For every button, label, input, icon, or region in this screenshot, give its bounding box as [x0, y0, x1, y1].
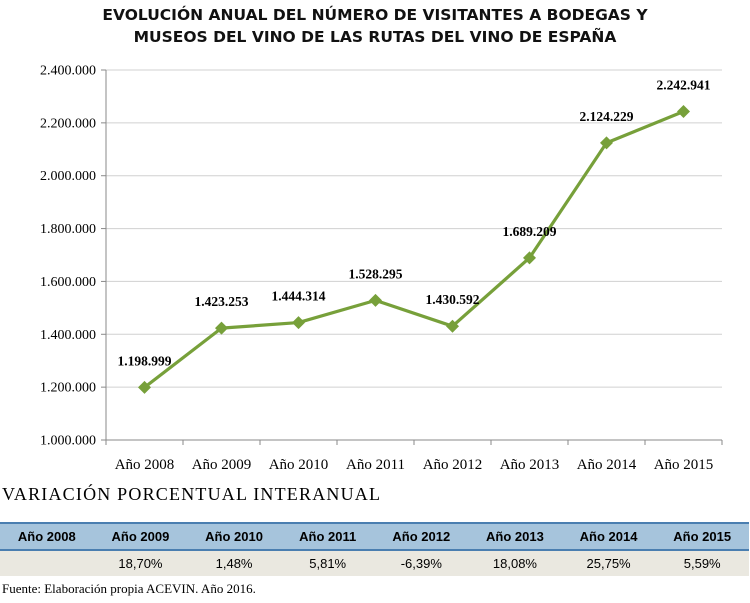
data-point [523, 251, 536, 265]
y-tick-label: 1.600.000 [40, 275, 96, 290]
variation-header-cell: Año 2014 [561, 522, 656, 551]
data-label: 1.198.999 [118, 353, 172, 368]
chart-title-line-1: EVOLUCIÓN ANUAL DEL NÚMERO DE VISITANTES… [102, 6, 648, 24]
x-tick-label: Año 2015 [654, 457, 714, 473]
data-point [677, 105, 690, 119]
variation-title: VARIACIÓN PORCENTUAL INTERANUAL [2, 484, 382, 504]
y-tick-label: 1.200.000 [40, 381, 96, 396]
data-point [215, 321, 228, 335]
data-label: 1.423.253 [195, 294, 249, 309]
variation-table: Año 2008 Año 2009 Año 2010 Año 2011 Año … [0, 522, 749, 576]
data-point [292, 316, 305, 330]
variation-header-cell: Año 2015 [655, 522, 749, 551]
x-tick-label: Año 2013 [500, 457, 560, 473]
y-tick-label: 2.400.000 [40, 64, 96, 79]
data-label: 2.124.229 [580, 109, 634, 124]
data-label: 1.430.592 [426, 292, 480, 307]
data-point [600, 136, 613, 150]
chart-title-line-2: MUSEOS DEL VINO DE LAS RUTAS DEL VINO DE… [133, 28, 617, 46]
x-tick-label: Año 2010 [269, 457, 329, 473]
data-label: 1.528.295 [349, 266, 403, 281]
line-chart: 1.000.000 1.200.000 1.400.000 1.600.000 1.80… [40, 64, 723, 473]
x-tick-label: Año 2014 [577, 457, 637, 473]
y-tick-label: 1.400.000 [40, 328, 96, 343]
x-tick-label: Año 2011 [346, 457, 405, 473]
x-tick-label: Año 2009 [192, 457, 252, 473]
y-tick-label: 1.800.000 [40, 222, 96, 237]
variation-value-row: 18,70% 1,48% 5,81% -6,39% 18,08% 25,75% … [0, 550, 749, 576]
y-tick-label: 2.200.000 [40, 116, 96, 131]
variation-header-cell: Año 2010 [187, 522, 281, 551]
variation-header-cell: Año 2009 [93, 522, 188, 551]
data-label: 1.444.314 [272, 289, 326, 304]
data-point [369, 293, 382, 307]
variation-value-cell: 18,70% [93, 550, 188, 576]
variation-header-cell: Año 2013 [468, 522, 562, 551]
variation-header-row: Año 2008 Año 2009 Año 2010 Año 2011 Año … [0, 522, 749, 551]
variation-value-cell: 5,81% [280, 550, 375, 576]
x-tick-label: Año 2008 [115, 457, 175, 473]
data-label: 1.689.209 [503, 224, 557, 239]
variation-header-cell: Año 2011 [280, 522, 375, 551]
source-note: Fuente: Elaboración propia ACEVIN. Año 2… [2, 581, 256, 596]
data-label: 2.242.941 [657, 78, 711, 93]
chart-title: EVOLUCIÓN ANUAL DEL NÚMERO DE VISITANTES… [0, 4, 750, 48]
data-point [138, 380, 151, 394]
variation-header-cell: Año 2012 [374, 522, 469, 551]
x-tick-label: Año 2012 [423, 457, 483, 473]
data-point [446, 319, 459, 333]
y-tick-label: 2.000.000 [40, 169, 96, 184]
series-line [143, 110, 685, 389]
variation-header-cell: Año 2008 [0, 522, 94, 551]
variation-value-cell [0, 550, 94, 576]
variation-value-cell: 25,75% [561, 550, 656, 576]
variation-value-cell: 1,48% [187, 550, 281, 576]
variation-value-cell: -6,39% [374, 550, 469, 576]
variation-value-cell: 18,08% [468, 550, 562, 576]
variation-value-cell: 5,59% [655, 550, 749, 576]
y-tick-label: 1.000.000 [40, 434, 96, 449]
